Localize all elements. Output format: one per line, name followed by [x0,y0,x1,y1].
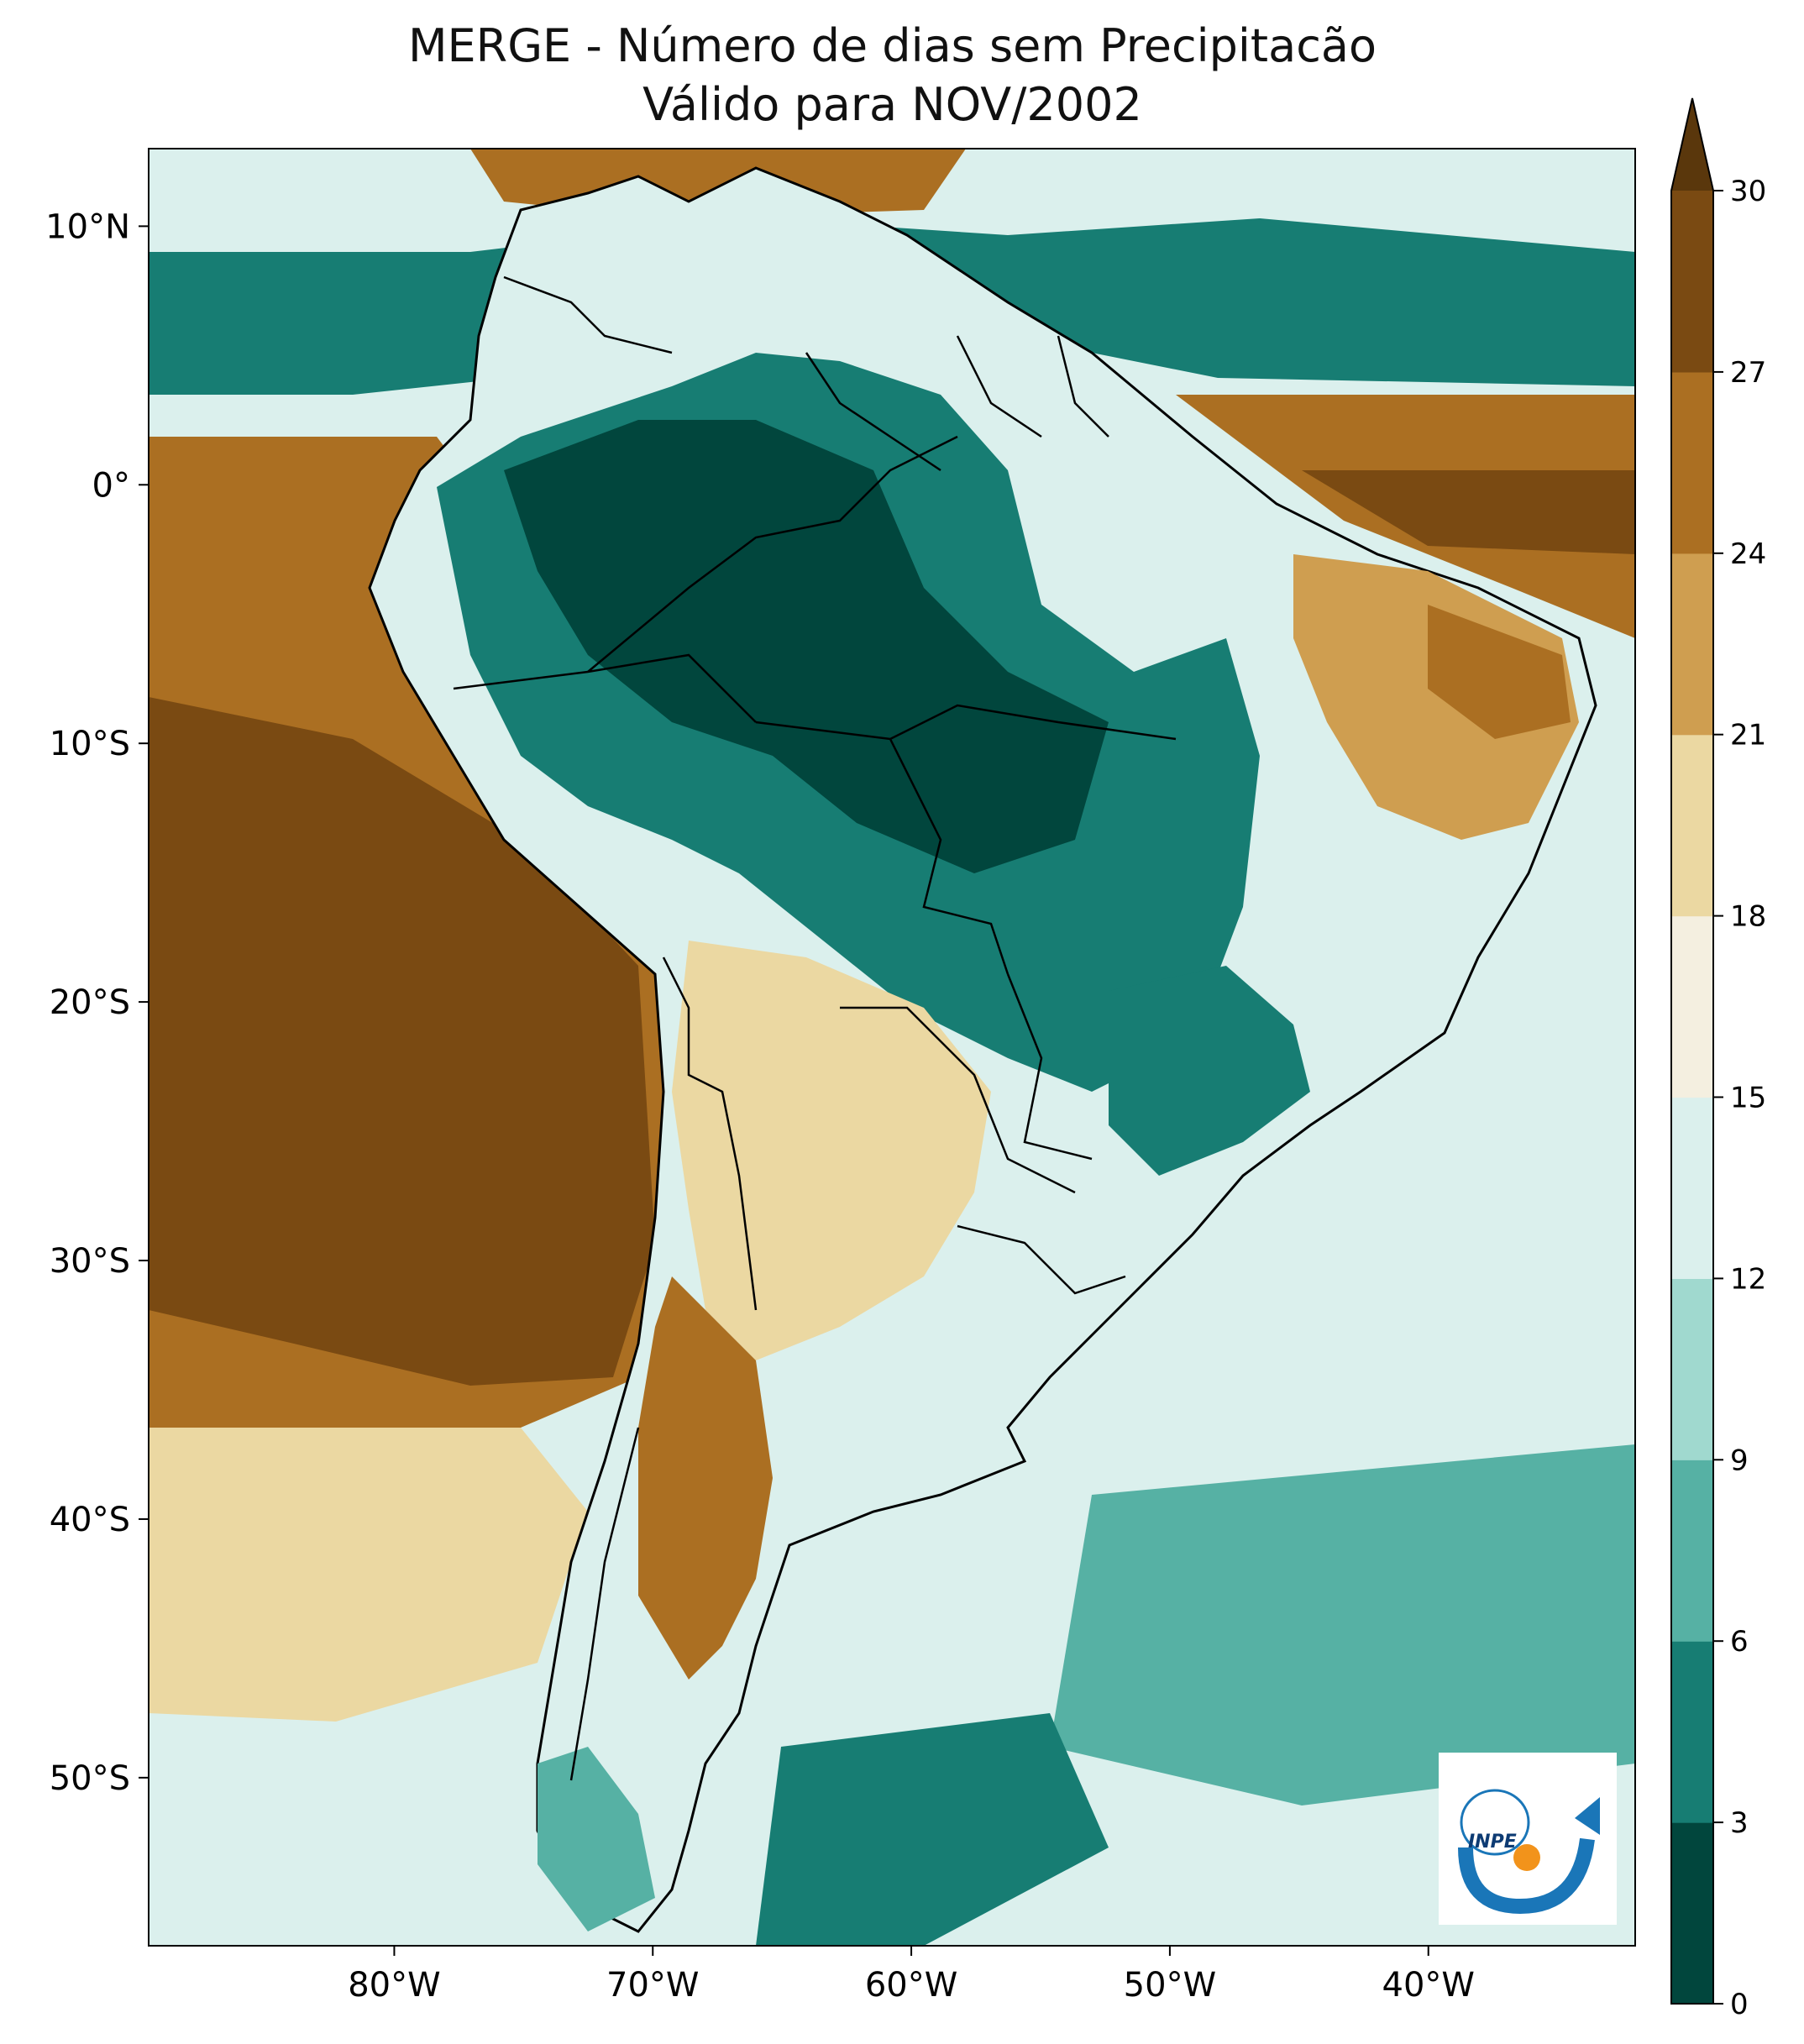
lat-tick-label: 10°N [45,207,130,246]
lon-tick-label: 70°W [606,1966,699,2005]
map-panel [149,149,1635,1946]
drake-passage-wet [756,1713,1109,1946]
northeast-dry-region [1293,554,1579,840]
southeast-wet-region [1109,966,1310,1176]
colorbar-segment [1671,1097,1713,1279]
equatorial-atlantic-core [1302,470,1635,554]
latitude-axis: 10°N 0° 10°S 20°S 30°S 40°S 50°S [45,207,149,1798]
map-frame [148,148,1636,1947]
pacific-moderate-zone [149,1428,588,1722]
colorbar-segment [1671,191,1713,373]
lat-tick-label: 50°S [50,1759,130,1798]
inpe-logo-arrow [1575,1797,1600,1835]
central-dry-region [672,941,991,1360]
colorbar-segment [1671,1822,1713,2005]
lon-tick-label: 50°W [1124,1966,1216,2005]
lat-tick-label: 10°S [50,725,130,763]
lat-tick-label: 0° [92,466,130,505]
lon-tick-label: 40°W [1382,1966,1475,2005]
colorbar-tick-label: 24 [1730,537,1766,571]
longitude-axis: 80°W 70°W 60°W 50°W 40°W [348,1946,1475,2005]
inpe-logo-text: INPE [1468,1832,1517,1853]
pacific-very-dry-core [149,697,655,1386]
patagonia-dry [638,1276,773,1680]
inpe-logo-sun [1513,1844,1540,1871]
colorbar-tick-label: 15 [1730,1082,1766,1115]
south-atlantic-wet [1050,1444,1635,1806]
colorbar-segment [1671,734,1713,917]
inpe-logo-orbit [1460,1789,1530,1856]
colorbar-tick-label: 18 [1730,900,1766,934]
lon-tick-label: 60°W [865,1966,957,2005]
colorbar-tick-label: 3 [1730,1806,1749,1840]
colorbar-tick-label: 12 [1730,1262,1766,1296]
colorbar-extend-arrow [1671,98,1713,191]
amazon-core [504,420,1109,873]
colorbar-tick-label: 6 [1730,1625,1749,1659]
lat-tick-label: 30°S [50,1242,130,1281]
colorbar-tick-label: 21 [1730,719,1766,752]
country-borders [453,275,1177,1781]
colorbar-segment [1671,1460,1713,1642]
colorbar-segment [1671,1278,1713,1460]
colorbar-tick-label: 9 [1730,1444,1749,1477]
colorbar-tick-label: 27 [1730,356,1766,390]
colorbar-outline [1670,97,1714,2005]
lon-tick-label: 80°W [348,1966,440,2005]
colorbar-segment [1671,915,1713,1098]
southern-tip-wet [538,1747,655,1931]
map-subtitle: Válido para NOV/2002 [642,78,1142,131]
colorbar-segment [1671,371,1713,554]
colorbar-segment [1671,553,1713,736]
colorbar: 0 3 6 9 12 15 18 21 24 27 30 [1670,97,1766,2021]
inpe-logo-arc [1458,1837,1595,1915]
colorbar-tick-label: 30 [1730,175,1766,208]
lat-tick-label: 20°S [50,983,130,1022]
inpe-logo: INPE [1439,1753,1617,1925]
northeast-core [1428,605,1571,739]
colorbar-segment [1671,1641,1713,1823]
lat-tick-label: 40°S [50,1501,130,1539]
map-title: MERGE - Número de dias sem Precipitacão [407,19,1377,72]
colorbar-tick-label: 0 [1730,1988,1749,2021]
